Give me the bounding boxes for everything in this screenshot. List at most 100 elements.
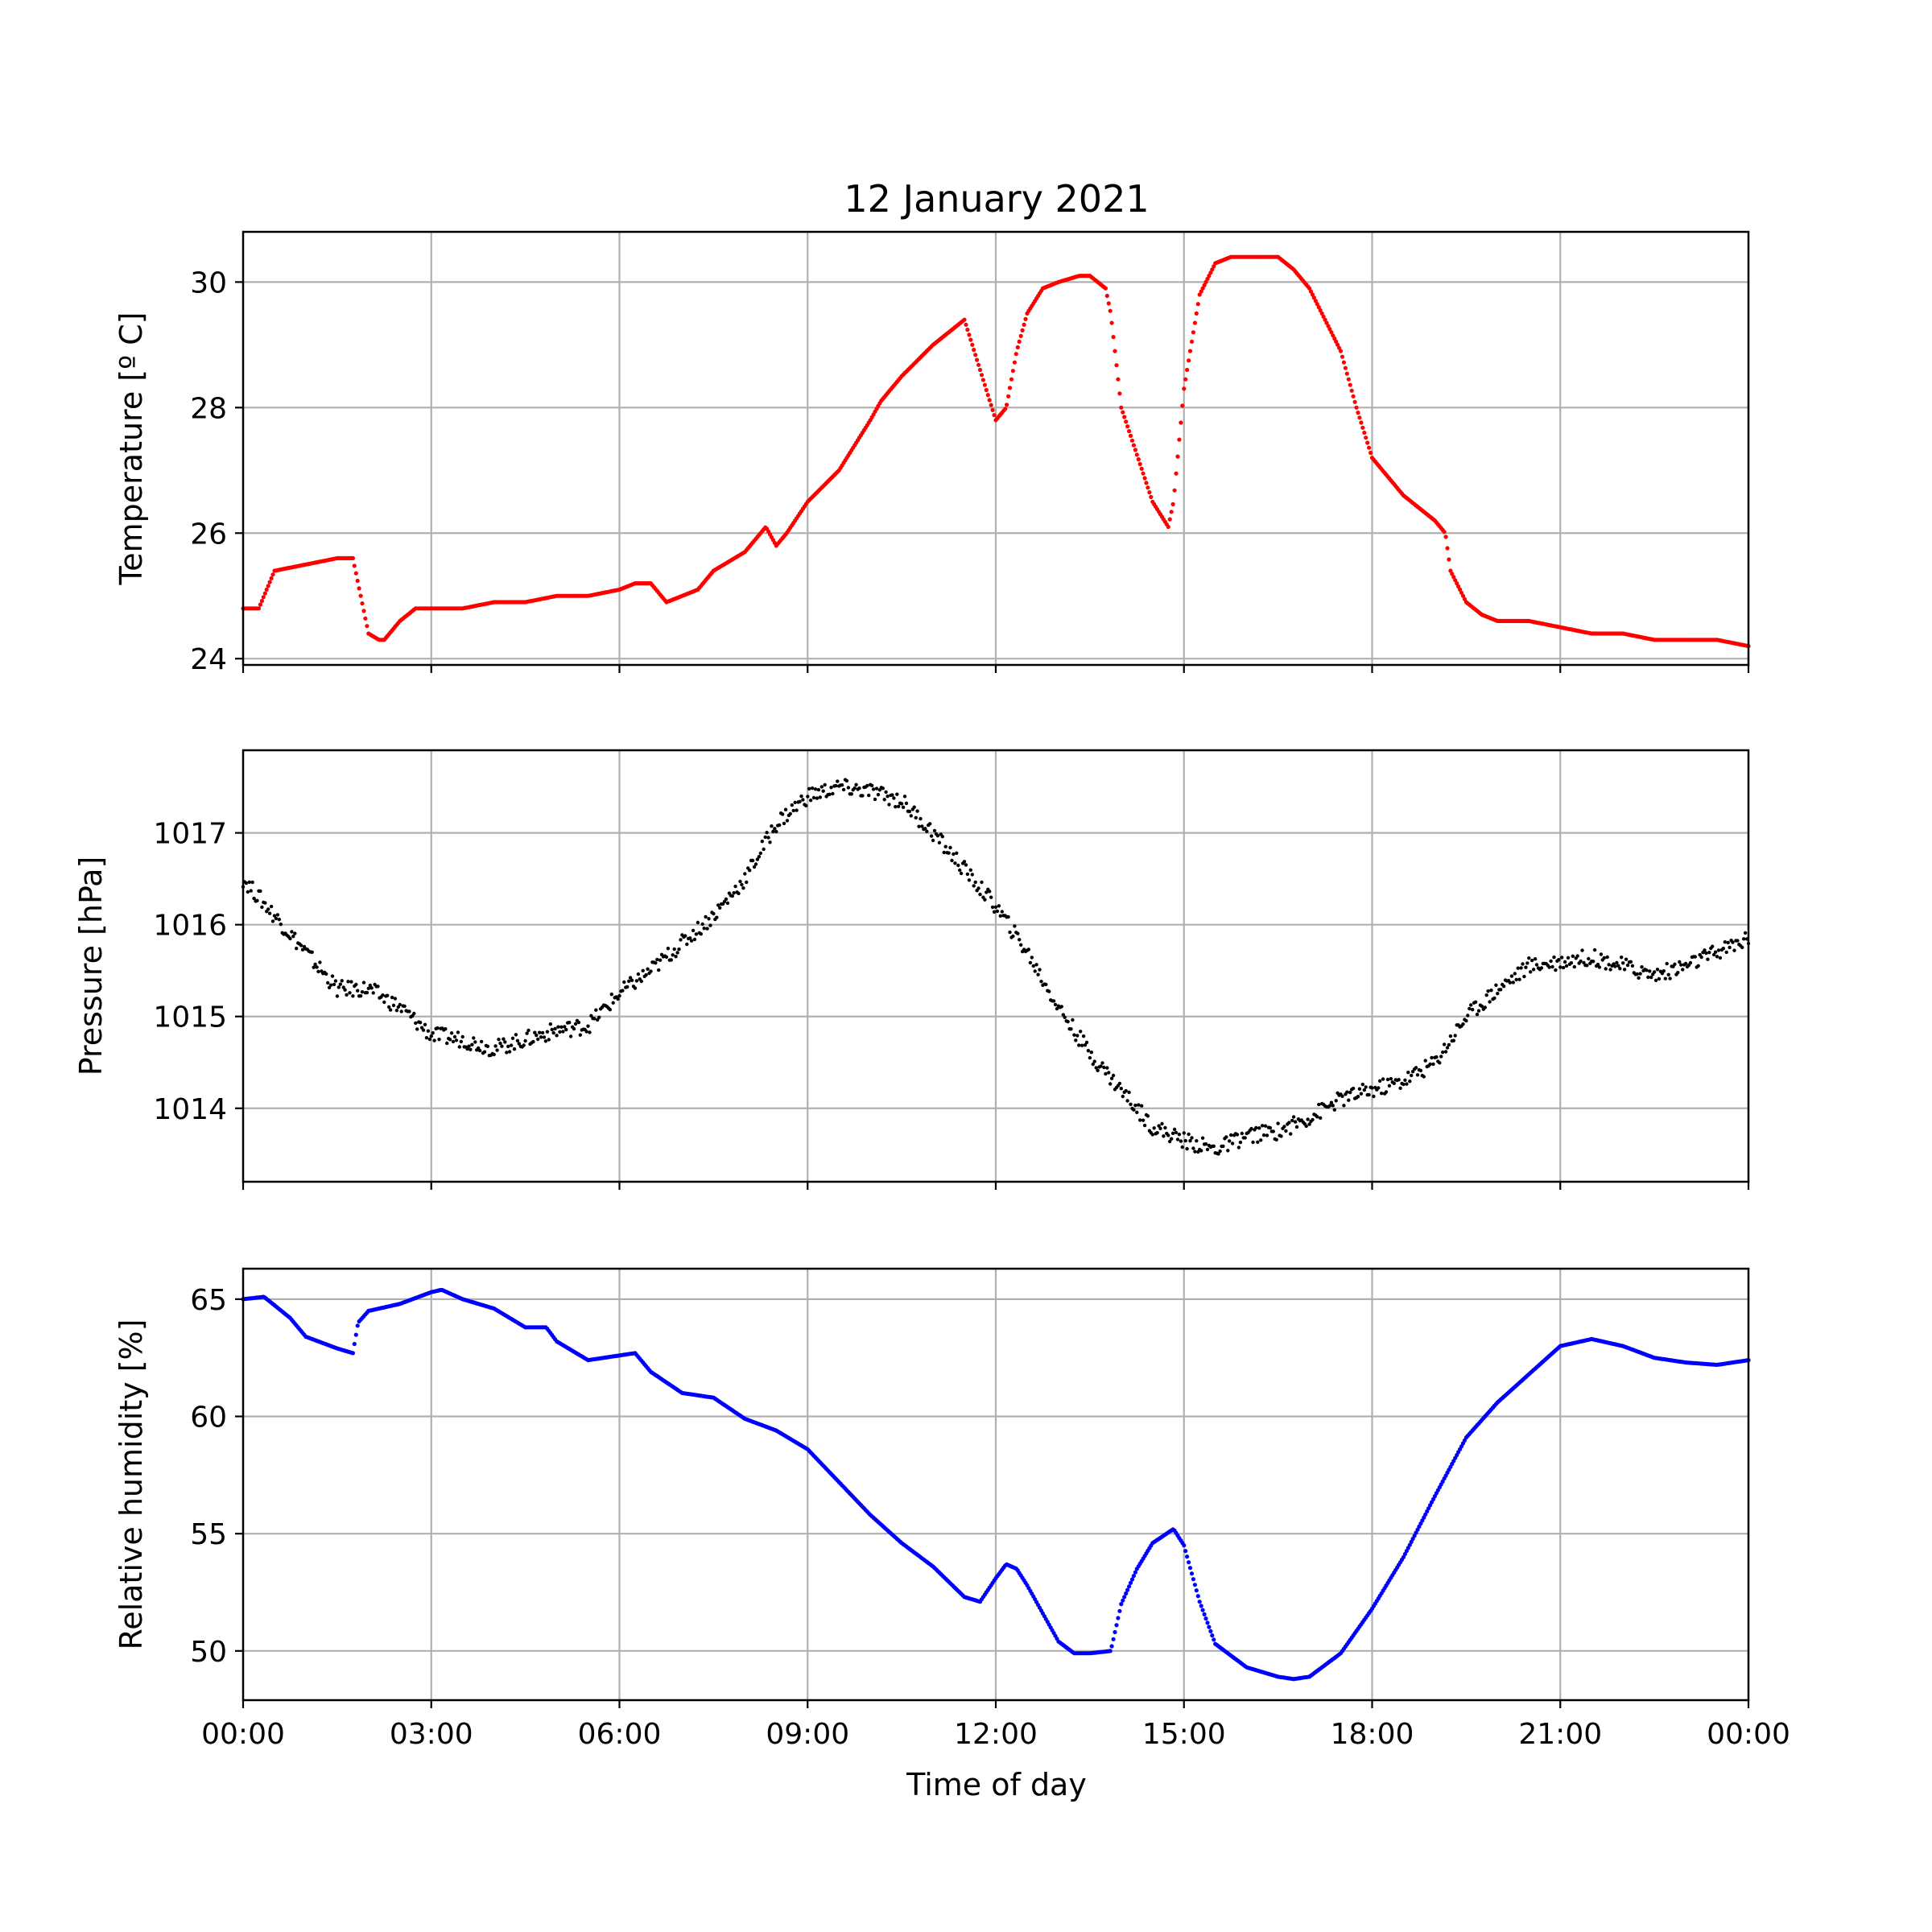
pressure-data-point [1527,956,1531,960]
temperature-data-point [982,382,987,387]
humidity-data-point [1195,1594,1200,1599]
pressure-data-point [536,1037,540,1042]
temperature-data-point [980,378,985,382]
pressure-data-point [628,976,633,980]
pressure-data-point [804,803,808,807]
pressure-data-point [718,906,722,910]
pressure-data-point [724,897,729,902]
pressure-data-point [1011,934,1015,939]
pressure-data-point [407,1009,411,1013]
temperature-y-axis-label: Temperature [º C] [114,312,149,586]
pressure-data-point [914,815,918,819]
pressure-data-point [1453,1034,1457,1038]
pressure-data-point [523,1038,527,1043]
pressure-data-point [1447,1042,1451,1047]
pressure-data-point [1724,950,1728,955]
pressure-data-point [609,993,613,997]
pressure-data-point [1071,1018,1075,1022]
pressure-data-point [997,904,1001,908]
pressure-data-point [1486,989,1490,993]
temperature-data-point [1137,461,1142,467]
pressure-data-point [836,779,840,783]
pressure-data-point [1461,1022,1465,1026]
temperature-data-point [1348,382,1352,387]
pressure-data-point [1362,1088,1367,1092]
pressure-data-point [1162,1134,1166,1138]
temperature-data-point [1212,264,1216,269]
pressure-data-point [964,863,968,867]
pressure-data-point [1191,1146,1195,1150]
pressure-data-point [1731,940,1735,944]
pressure-data-point [829,786,833,790]
pressure-data-point [365,990,369,995]
temperature-data-point [1321,314,1326,319]
pressure-data-point [1180,1145,1185,1150]
temperature-data-point [267,580,272,584]
humidity-y-axis-label: Relative humidity [%] [114,1319,149,1650]
pressure-data-point [1575,954,1579,958]
pressure-data-point [849,792,854,796]
temperature-data-point [976,362,981,367]
pressure-data-point [1405,1082,1409,1086]
pressure-data-point [846,786,851,790]
pressure-data-point [1392,1081,1397,1086]
pressure-data-point [1740,945,1744,950]
pressure-data-point [795,808,799,812]
pressure-data-point [783,807,788,811]
temperature-data-point [1010,369,1015,374]
pressure-data-point [452,1034,457,1039]
pressure-data-point [1345,1090,1349,1094]
pressure-data-point [426,1029,431,1033]
temperature-data-point [1459,590,1464,595]
pressure-data-point [919,816,923,821]
pressure-data-point [563,1025,567,1029]
pressure-data-point [1226,1149,1230,1153]
pressure-data-point [424,1036,429,1040]
pressure-data-point [1146,1114,1150,1118]
pressure-data-point [1370,1086,1374,1090]
pressure-data-point [646,967,650,972]
pressure-data-point [1311,1117,1315,1122]
pressure-data-point [1348,1090,1352,1095]
pressure-data-point [904,801,909,806]
temperature-data-point [1315,302,1319,307]
pressure-data-point [255,898,259,903]
pressure-data-point [467,1044,471,1048]
temperature-data-point [1136,457,1141,462]
pressure-data-point [935,834,940,838]
humidity-data-point [353,1332,358,1337]
pressure-data-point [315,965,319,969]
pressure-data-point [382,1000,386,1005]
pressure-data-point [745,880,749,885]
pressure-data-point [1175,1137,1180,1141]
humidity-data-point [1191,1577,1195,1582]
pressure-data-point [1663,976,1667,980]
pressure-data-point [920,824,924,828]
humidity-data-point [1113,1629,1117,1635]
temperature-data-point [1311,295,1316,300]
pressure-data-point [1111,1073,1116,1078]
pressure-data-point [1492,996,1496,1001]
pressure-data-point [249,889,253,893]
temperature-data-point [1362,430,1367,436]
pressure-data-point [1276,1121,1280,1125]
temperature-data-point [1210,267,1215,272]
pressure-data-point [1615,960,1619,965]
temperature-y-tick-label: 30 [190,266,227,299]
pressure-data-point [275,913,280,917]
pressure-data-point [968,868,973,873]
pressure-data-point [1236,1146,1241,1150]
pressure-data-point [818,795,822,799]
pressure-data-point [1193,1150,1197,1154]
pressure-data-point [760,840,764,844]
pressure-data-point [267,911,272,915]
pressure-data-point [725,901,730,906]
pressure-data-point [1549,959,1553,964]
pressure-data-point [1547,965,1551,969]
pressure-data-point [559,1025,564,1030]
pressure-data-point [753,862,758,866]
humidity-data-point [1210,1633,1215,1638]
pressure-data-point [928,822,932,826]
temperature-y-tick-label: 26 [190,518,227,551]
pressure-data-point [503,1040,507,1044]
